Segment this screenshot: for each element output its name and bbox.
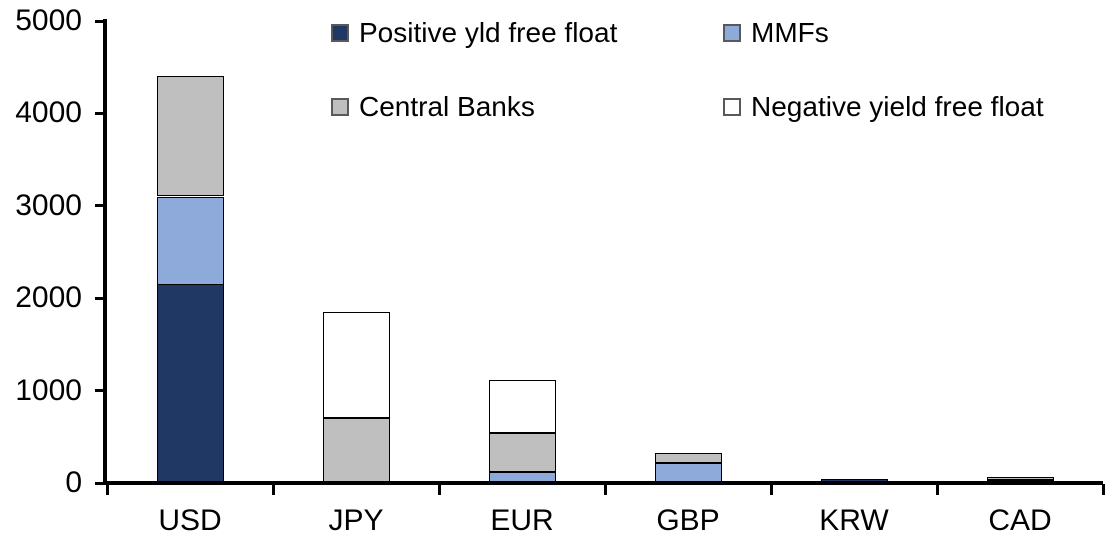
- legend-item-positive-yld-free-float: Positive yld free float: [331, 15, 617, 51]
- legend-label: Negative yield free float: [751, 91, 1044, 122]
- bar-segment-cad-central-banks: [987, 477, 1054, 480]
- x-category-label-krw: KRW: [819, 504, 889, 537]
- legend-label: MMFs: [751, 17, 829, 48]
- y-tick-0: [95, 482, 104, 485]
- bar-segment-jpy-central-banks: [323, 418, 390, 483]
- legend-label: Central Banks: [359, 91, 535, 122]
- legend-swatch-positive-yld-free-float: [331, 24, 349, 42]
- legend-swatch-central-banks: [331, 98, 349, 116]
- bar-segment-usd-mmfs: [157, 197, 224, 285]
- legend-swatch-mmfs: [723, 24, 741, 42]
- legend-label: Positive yld free float: [359, 17, 618, 48]
- bar-segment-gbp-central-banks: [655, 453, 722, 463]
- x-tick-1: [272, 484, 275, 495]
- y-tick-label-1000: 1000: [15, 374, 82, 407]
- y-tick-label-5000: 5000: [15, 4, 82, 37]
- x-category-label-jpy: JPY: [328, 504, 384, 537]
- x-category-label-gbp: GBP: [656, 504, 720, 537]
- x-category-label-eur: EUR: [490, 504, 554, 537]
- x-tick-2: [438, 484, 441, 495]
- x-tick-6: [1102, 484, 1105, 495]
- x-category-label-usd: USD: [158, 504, 222, 537]
- legend-item-negative-yield-free-float: Negative yield free float: [723, 89, 1044, 125]
- x-tick-4: [770, 484, 773, 495]
- y-tick-5000: [95, 20, 104, 23]
- x-axis-line: [103, 481, 1103, 485]
- bar-segment-eur-central-banks: [489, 433, 556, 472]
- y-tick-label-4000: 4000: [15, 96, 82, 129]
- bar-segment-gbp-mmfs: [655, 463, 722, 483]
- y-tick-4000: [95, 112, 104, 115]
- y-tick-2000: [95, 297, 104, 300]
- bar-segment-usd-positive-yld-free-float: [157, 284, 224, 483]
- y-tick-3000: [95, 204, 104, 207]
- x-tick-5: [936, 484, 939, 495]
- y-axis-line: [103, 19, 107, 485]
- y-tick-label-2000: 2000: [15, 281, 82, 314]
- x-tick-3: [604, 484, 607, 495]
- y-tick-label-3000: 3000: [15, 189, 82, 222]
- legend-item-central-banks: Central Banks: [331, 89, 535, 125]
- x-category-label-cad: CAD: [988, 504, 1052, 537]
- legend-swatch-negative-yield-free-float: [723, 98, 741, 116]
- bar-segment-eur-negative-yield-free-float: [489, 380, 556, 433]
- x-tick-0: [106, 484, 109, 495]
- y-tick-1000: [95, 389, 104, 392]
- bar-segment-jpy-negative-yield-free-float: [323, 312, 390, 418]
- y-tick-label-0: 0: [65, 466, 82, 499]
- legend-item-mmfs: MMFs: [723, 15, 829, 51]
- bar-segment-usd-central-banks: [157, 76, 224, 196]
